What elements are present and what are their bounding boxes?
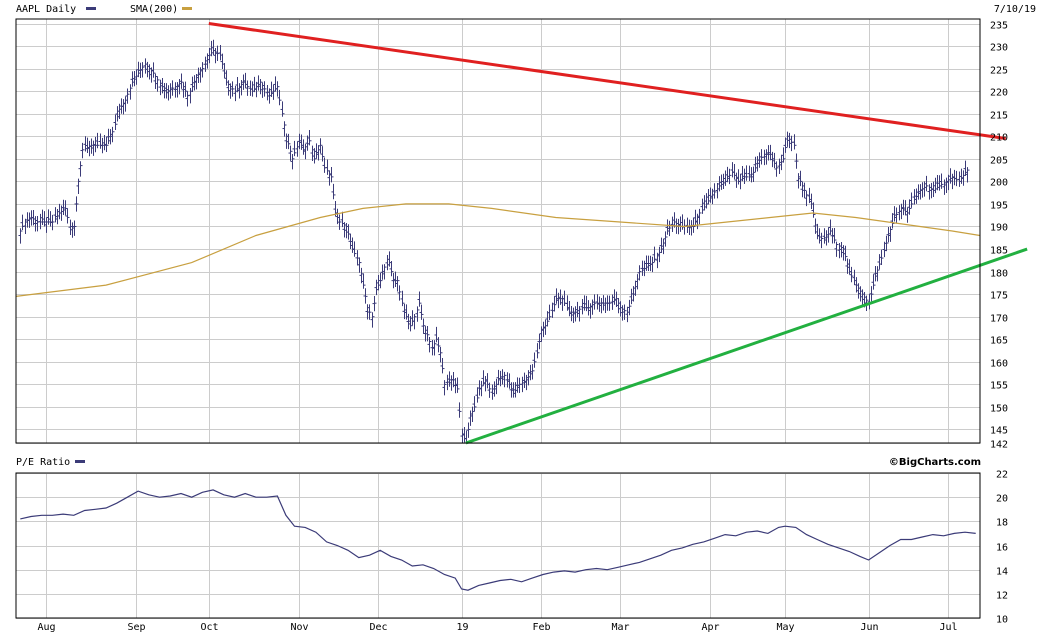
sma-line [16,203,980,297]
x-tick-label: Apr [701,622,719,633]
symbol-label: AAPL Daily [16,4,76,15]
price-y-tick-label: 230 [990,43,1008,54]
x-tick-label: 19 [456,622,468,633]
price-bars [18,39,970,443]
pe-y-tick-label: 12 [996,591,1008,602]
price-y-tick-label: 215 [990,111,1008,122]
price-y-tick-label: 210 [990,133,1008,144]
pe-y-tick-label: 16 [996,543,1008,554]
price-y-tick-label: 235 [990,21,1008,32]
price-y-tick-label: 195 [990,201,1008,212]
price-y-tick-label: 175 [990,291,1008,302]
x-tick-label: Feb [532,622,550,633]
pe-swatch [75,460,85,463]
price-lines [16,22,1028,445]
price-y-tick-label: 155 [990,381,1008,392]
symbol-swatch [86,7,96,10]
price-y-tick-label: 225 [990,66,1008,77]
x-tick-label: Dec [369,622,387,633]
support-trendline [465,247,1028,445]
pe-lines [20,489,976,591]
pe-panel-grid [16,473,980,619]
pe-y-tick-label: 10 [996,615,1008,626]
price-y-tick-label: 150 [990,404,1008,415]
x-tick-label: Jul [939,622,957,633]
price-y-tick-label: 145 [990,426,1008,437]
price-y-tick-label: 220 [990,88,1008,99]
sma-swatch [182,7,192,10]
pe-y-tick-label: 20 [996,494,1008,505]
price-panel-frame [15,18,981,444]
pe-y-tick-label: 18 [996,518,1008,529]
price-y-tick-label: 205 [990,156,1008,167]
price-y-tick-label: 190 [990,223,1008,234]
x-tick-label: Aug [37,622,55,633]
pe-panel-frame [15,472,981,619]
price-panel-grid [16,19,980,444]
x-tick-label: Nov [290,622,308,633]
price-y-tick-label: 165 [990,336,1008,347]
price-y-tick-label: 160 [990,359,1008,370]
credit-label: ©BigCharts.com [889,457,981,468]
price-y-tick-label: 180 [990,269,1008,280]
x-tick-label: Oct [200,622,218,633]
x-tick-label: Mar [611,622,629,633]
sma-label: SMA(200) [130,4,178,15]
price-y-tick-label: 185 [990,246,1008,257]
pe-y-tick-label: 22 [996,470,1008,481]
pe-label: P/E Ratio [16,457,70,468]
price-y-tick-label: 142 [990,440,1008,451]
x-tick-label: Jun [860,622,878,633]
pe-y-tick-label: 14 [996,567,1008,578]
x-tick-label: Sep [127,622,145,633]
price-y-tick-label: 170 [990,314,1008,325]
price-y-tick-label: 200 [990,178,1008,189]
header-date: 7/10/19 [994,4,1036,15]
axis-ticks: 142 145 150 155 160 165 170 175 180 185 190 195 200 2… [37,21,1008,634]
resistance-trendline [208,22,1006,141]
x-tick-label: May [776,622,794,633]
pe-line [20,489,976,591]
